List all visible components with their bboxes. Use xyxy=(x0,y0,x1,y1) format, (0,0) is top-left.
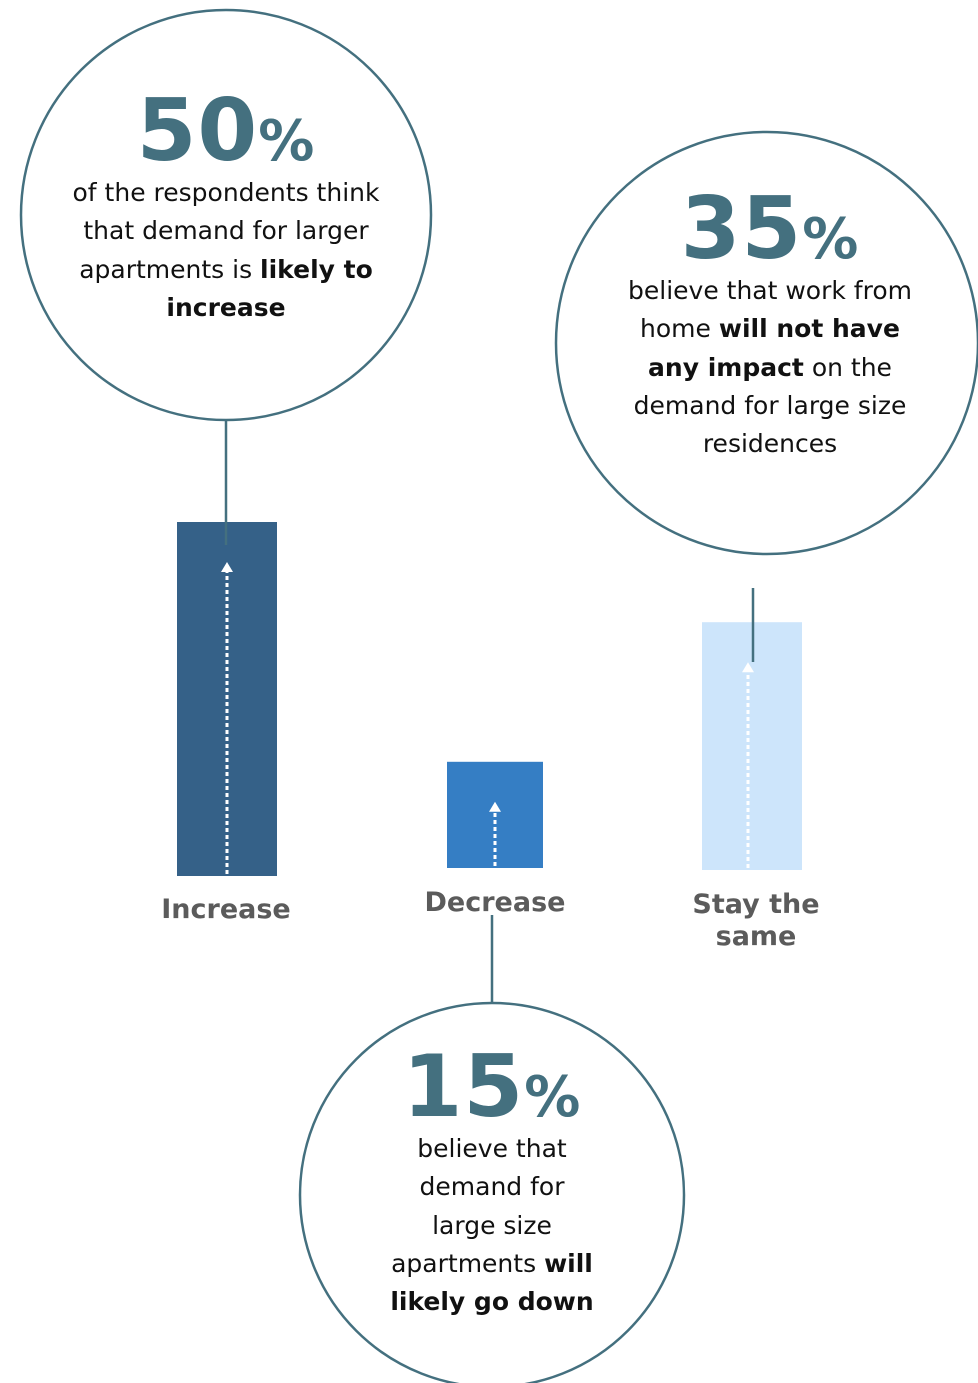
bar-arrow-head-stay-the-same xyxy=(742,662,754,673)
callout-increase-text: of the respondents think that demand for… xyxy=(72,178,380,284)
category-label-increase: Increase xyxy=(161,894,291,925)
category-label-stay-the-same: Stay the same xyxy=(692,889,820,952)
callout-decrease-text: believe that demand for large size apart… xyxy=(391,1134,567,1278)
callout-stay-the-same-percent: 35% xyxy=(680,179,860,279)
callout-decrease: 15% believe that demand for large size a… xyxy=(384,1044,600,1321)
callout-stay-the-same: 35% believe that work from home will not… xyxy=(622,186,918,463)
callout-increase-percent: 50% xyxy=(136,81,316,181)
callout-increase: 50% of the respondents think that demand… xyxy=(58,88,394,327)
bar-arrow-head-decrease xyxy=(489,801,501,812)
category-label-decrease: Decrease xyxy=(424,887,566,918)
callout-circle-stay-the-same xyxy=(554,130,978,556)
callout-stay-the-same-text: believe that work from home xyxy=(628,276,912,344)
callout-stay-the-same-emphasis: will not have any impact xyxy=(648,314,900,382)
bar-arrow-head-increase xyxy=(221,562,233,572)
callout-decrease-percent: 15% xyxy=(402,1037,582,1137)
callout-increase-emphasis: likely to increase xyxy=(166,254,373,322)
bar-stay-the-same xyxy=(702,622,802,870)
callout-decrease-emphasis: will likely go down xyxy=(390,1248,594,1316)
